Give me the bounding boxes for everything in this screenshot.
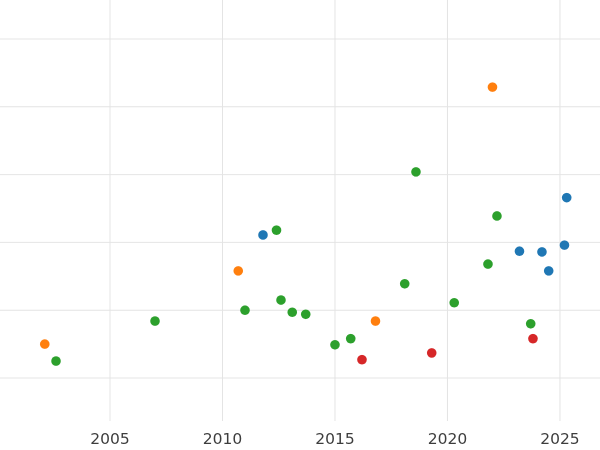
data-point-green bbox=[276, 295, 286, 305]
data-point-orange bbox=[370, 316, 381, 326]
data-point-blue bbox=[537, 247, 547, 257]
data-point-green bbox=[150, 316, 160, 326]
data-point-green bbox=[411, 167, 421, 177]
data-point-blue bbox=[559, 240, 570, 250]
x-axis-tick-labels: 2005 2010 2015 2020 2025 bbox=[90, 430, 579, 448]
data-point-green bbox=[300, 309, 311, 320]
x-tick-label: 2015 bbox=[315, 430, 354, 448]
x-tick-label: 2005 bbox=[90, 430, 129, 448]
data-point-green bbox=[287, 307, 298, 318]
x-tick-label: 2025 bbox=[540, 430, 579, 448]
x-tick-label: 2010 bbox=[203, 430, 242, 448]
data-point-green bbox=[449, 297, 460, 308]
data-point-orange bbox=[233, 266, 244, 276]
data-point-green bbox=[271, 225, 282, 235]
data-point-green bbox=[51, 356, 61, 366]
data-point-green bbox=[240, 305, 250, 316]
data-points bbox=[39, 82, 572, 366]
data-point-red bbox=[528, 333, 538, 344]
data-point-blue bbox=[258, 230, 268, 240]
data-point-blue bbox=[514, 246, 525, 257]
data-point-orange bbox=[487, 82, 498, 92]
data-point-green bbox=[525, 318, 536, 329]
data-point-red bbox=[357, 354, 367, 365]
data-point-orange bbox=[39, 339, 50, 349]
data-point-green bbox=[399, 278, 410, 289]
x-tick-label: 2020 bbox=[428, 430, 467, 448]
data-point-red bbox=[426, 348, 437, 358]
data-point-green bbox=[483, 259, 493, 269]
data-point-green bbox=[345, 333, 356, 344]
data-point-blue bbox=[543, 266, 554, 276]
data-point-blue bbox=[561, 192, 572, 203]
gridlines bbox=[0, 0, 600, 421]
data-point-green bbox=[330, 339, 340, 350]
data-point-green bbox=[492, 211, 502, 221]
